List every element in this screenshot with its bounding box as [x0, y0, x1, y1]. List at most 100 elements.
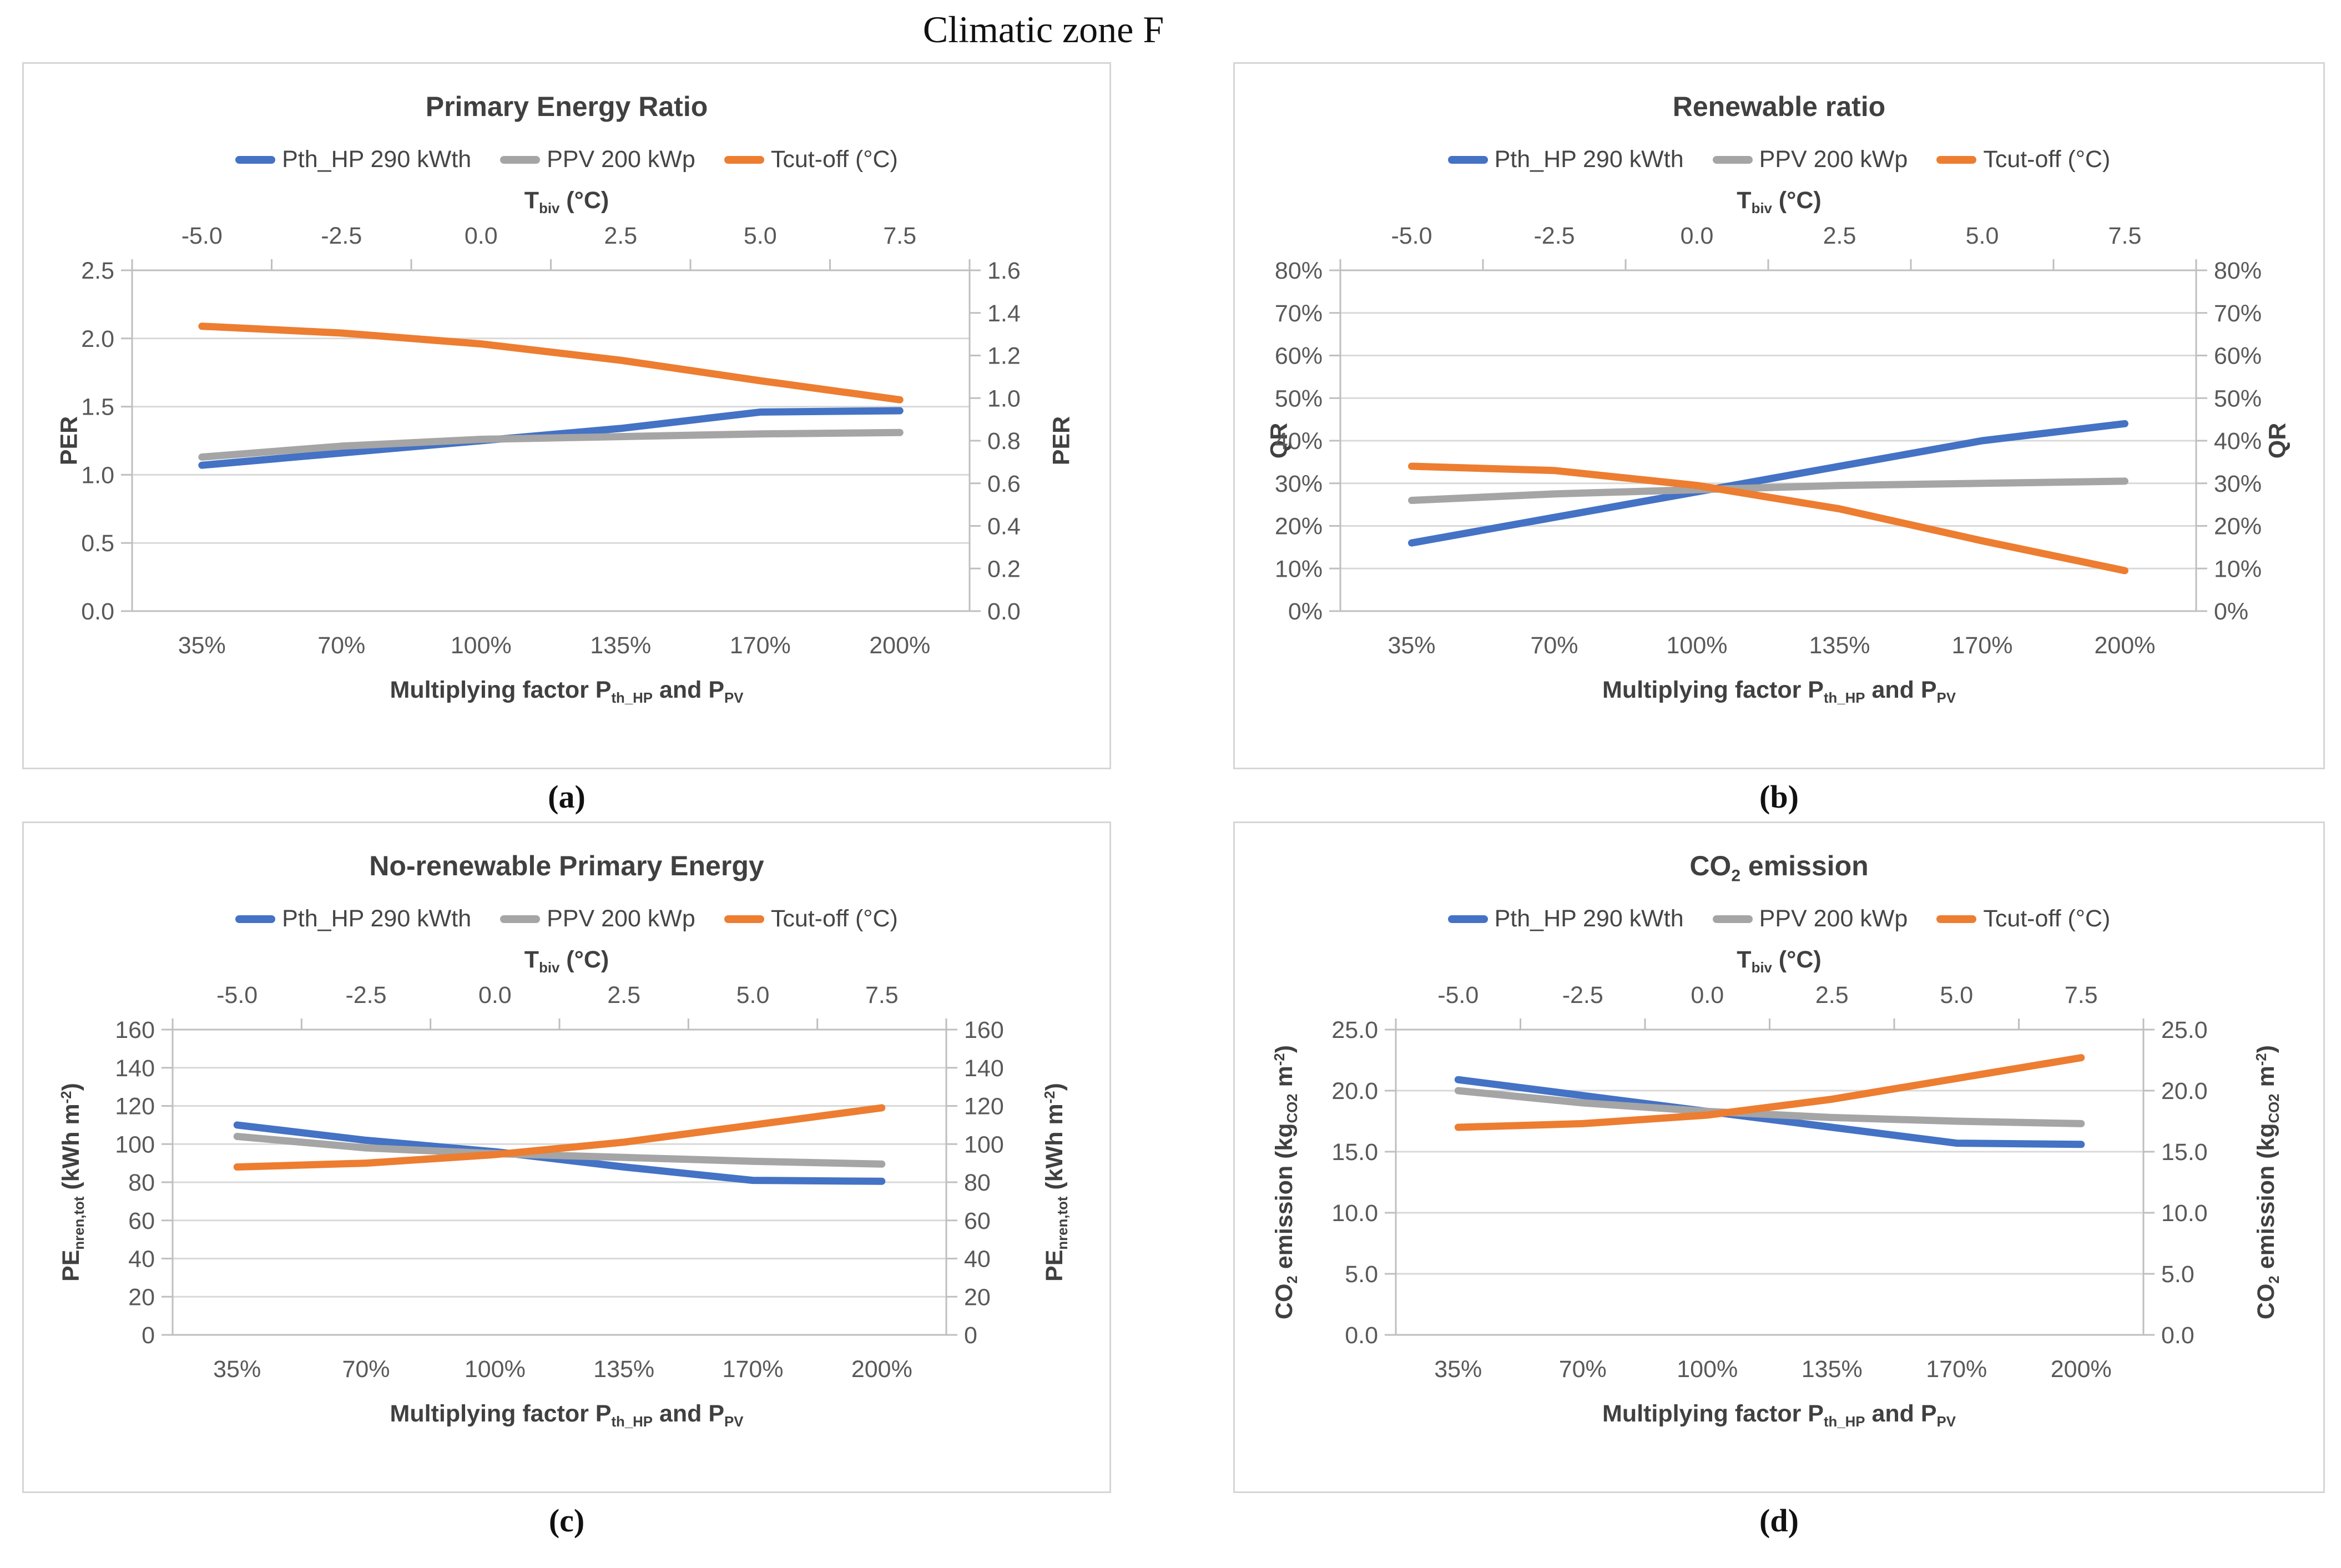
legend-swatch-icon: [235, 155, 276, 164]
chart-title-part: emission: [1740, 850, 1869, 881]
y-right-tick-label: 5.0: [2161, 1261, 2194, 1288]
top-axis-title-part: biv: [539, 960, 560, 976]
bottom-axis-title-part: Multiplying factor P: [390, 677, 612, 703]
bottom-axis-title-part: th_HP: [1823, 1414, 1865, 1430]
y-left-tick-label: 10%: [1275, 556, 1323, 582]
x-tick-label: 35%: [178, 632, 226, 659]
y-right-tick-label: 10.0: [2161, 1200, 2208, 1227]
x-top-tick-label: 7.5: [865, 982, 899, 1009]
y-right-tick-label: 1.6: [987, 258, 1021, 284]
y-left-tick-label: 120: [115, 1093, 155, 1120]
x-tick-label: 200%: [869, 632, 930, 659]
y-left-tick-label: 10.0: [1331, 1200, 1378, 1227]
x-top-tick-label: 2.5: [1823, 223, 1856, 249]
legend-item: Tcut-off (°C): [1936, 905, 2110, 932]
y-right-tick-label: 160: [964, 1017, 1004, 1043]
y-left-tick-label: 1.5: [81, 394, 114, 421]
x-tick-label: 100%: [1677, 1356, 1738, 1383]
top-axis-title: Tbiv (°C): [24, 187, 1109, 217]
y-left-tick-label: 5.0: [1345, 1261, 1378, 1288]
x-top-tick-label: -5.0: [181, 223, 223, 249]
chart-title: Primary Energy Ratio: [24, 90, 1109, 123]
y-left-tick-label: 0.0: [1345, 1322, 1378, 1349]
y-left-tick-label: 60: [128, 1208, 155, 1234]
x-top-tick-label: 0.0: [465, 223, 498, 249]
x-top-tick-label: -2.5: [345, 982, 386, 1009]
chart-title-part: Primary Energy Ratio: [425, 91, 708, 122]
x-tick-label: 70%: [1559, 1356, 1607, 1383]
legend-item: Tcut-off (°C): [1936, 146, 2110, 173]
x-top-tick-label: 7.5: [883, 223, 916, 249]
y-left-tick-label: 0.5: [81, 530, 114, 557]
top-axis-title-part: T: [524, 187, 539, 214]
x-tick-label: 200%: [851, 1356, 912, 1383]
x-tick-label: 135%: [1809, 632, 1870, 659]
series-line-0: [1454, 1076, 2085, 1148]
legend-item: Tcut-off (°C): [724, 146, 898, 173]
legend-label: Pth_HP 290 kWth: [1494, 146, 1684, 173]
legend-swatch-icon: [724, 915, 764, 923]
bottom-axis-title-part: and P: [653, 677, 725, 703]
x-tick-label: 70%: [317, 632, 365, 659]
bottom-axis-title-part: PV: [724, 690, 744, 707]
x-tick-label: 70%: [342, 1356, 390, 1383]
top-axis-title-part: biv: [1751, 201, 1772, 217]
y-left-tick-label: 15.0: [1331, 1139, 1378, 1166]
y-left-tick-label: 30%: [1275, 471, 1323, 497]
y-left-tick-label: 60%: [1275, 343, 1323, 370]
series-line-2: [1454, 1054, 2085, 1131]
chart-canvas: 160 140 120 100 80 60 40 20 0 160 140 120 100 80 60 40 2…: [115, 982, 1004, 1383]
bottom-axis-title: Multiplying factor Pth_HP and PPV: [1235, 677, 2323, 707]
series-line-1: [1454, 1087, 2085, 1127]
x-top-tick-label: 0.0: [1681, 223, 1714, 249]
y-left-tick-label: 80: [128, 1169, 155, 1196]
y-left-tick-label: 160: [115, 1017, 155, 1043]
top-axis-title-part: (°C): [1772, 187, 1822, 214]
bottom-axis-title-part: Multiplying factor P: [1602, 677, 1824, 703]
y-right-tick-label: 10%: [2214, 556, 2262, 582]
y-left-tick-label: 20: [128, 1284, 155, 1310]
series-line-1: [198, 428, 904, 461]
top-axis-title-part: biv: [1751, 960, 1772, 976]
legend-label: Tcut-off (°C): [770, 146, 898, 173]
bottom-axis-title-part: Multiplying factor P: [1602, 1400, 1824, 1427]
bottom-axis-title-part: Multiplying factor P: [390, 1400, 612, 1427]
legend-item: Pth_HP 290 kWth: [1447, 905, 1684, 932]
legend-swatch-icon: [235, 915, 276, 923]
top-axis-title: Tbiv (°C): [24, 946, 1109, 976]
chart-title-part: No-renewable Primary Energy: [369, 850, 764, 881]
x-tick-label: 200%: [2095, 632, 2156, 659]
x-top-tick-label: 5.0: [1940, 982, 1973, 1009]
x-top-tick-label: -5.0: [216, 982, 258, 1009]
y-right-tick-label: 1.0: [987, 385, 1021, 412]
x-top-tick-label: -2.5: [1533, 223, 1575, 249]
y-right-tick-label: 1.4: [987, 300, 1021, 327]
x-tick-label: 170%: [723, 1356, 784, 1383]
caption-b: (b): [1759, 779, 1799, 815]
x-top-tick-label: 7.5: [2108, 223, 2142, 249]
chart-title: No-renewable Primary Energy: [24, 850, 1109, 882]
x-top-tick-label: -2.5: [1562, 982, 1603, 1009]
top-axis-title-part: T: [524, 946, 539, 973]
legend-swatch-icon: [1936, 915, 1977, 923]
series-line-1: [233, 1133, 886, 1168]
top-axis-title: Tbiv (°C): [1235, 187, 2323, 217]
top-axis-title-part: biv: [539, 201, 560, 217]
chart-title: CO2 emission: [1235, 850, 2323, 886]
legend: Pth_HP 290 kWth PPV 200 kWp Tcut-off (°C): [24, 146, 1109, 173]
legend-item: PPV 200 kWp: [500, 905, 695, 932]
x-top-tick-label: 7.5: [2065, 982, 2098, 1009]
chart-title-part: 2: [1731, 866, 1741, 885]
top-axis-title-part: (°C): [1772, 946, 1822, 973]
y-left-tick-label: 100: [115, 1131, 155, 1158]
y-left-tick-label: 0%: [1288, 598, 1323, 625]
y-right-tick-label: 0.8: [987, 428, 1021, 455]
x-top-tick-label: 5.0: [1966, 223, 1999, 249]
x-tick-label: 135%: [593, 1356, 654, 1383]
legend-swatch-icon: [500, 155, 541, 164]
y-right-tick-label: 120: [964, 1093, 1004, 1120]
y-left-tick-label: 20.0: [1331, 1078, 1378, 1105]
chart-title: Renewable ratio: [1235, 90, 2323, 123]
x-tick-label: 100%: [465, 1356, 526, 1383]
legend-label: PPV 200 kWp: [547, 905, 695, 932]
